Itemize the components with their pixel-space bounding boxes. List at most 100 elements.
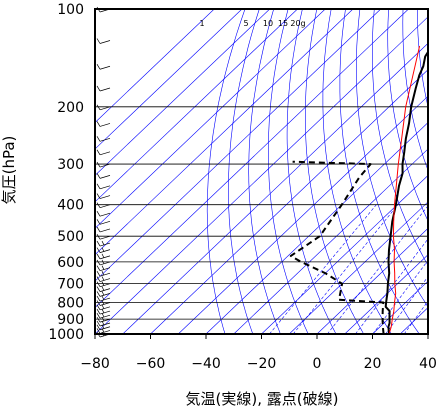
mixing-ratio-line xyxy=(327,205,428,334)
isotherm-line xyxy=(95,9,215,123)
dry-adiabat-line xyxy=(248,9,281,334)
y-tick-label: 100 xyxy=(57,2,84,18)
x-tick-label: 0 xyxy=(313,356,322,372)
isotherm-line xyxy=(95,9,298,203)
wind-barb xyxy=(96,104,111,111)
x-axis-title: 気温(実線), 露点(破線) xyxy=(186,390,339,408)
isotherm-line xyxy=(150,69,428,334)
wind-barb xyxy=(96,233,111,240)
dewpoint-line xyxy=(289,160,385,334)
mixing-ratio-label: 20g xyxy=(290,19,305,28)
wind-barb xyxy=(96,193,111,199)
wind-barb xyxy=(96,149,111,156)
isotherm-line xyxy=(289,201,428,334)
wind-barb xyxy=(96,304,111,311)
wind-barb xyxy=(96,226,111,233)
isotherm-line xyxy=(261,175,428,334)
dry-adiabat-line xyxy=(339,9,420,334)
mixing-ratio-label: 15 xyxy=(278,19,288,28)
isotherm-line xyxy=(344,254,428,334)
wind-barb xyxy=(96,173,111,179)
isotherm-line xyxy=(316,227,428,334)
y-tick-label: 800 xyxy=(57,296,84,312)
x-tick-label: 40 xyxy=(419,356,436,372)
mixing-ratio-label: 10 xyxy=(263,19,273,28)
mixing-ratio-label: 1 xyxy=(199,19,204,28)
wind-barb xyxy=(96,271,111,277)
isotherm-line xyxy=(178,95,428,334)
dry-adiabat-line xyxy=(206,9,246,334)
y-tick-label: 1000 xyxy=(48,327,84,343)
wind-barb xyxy=(96,64,111,70)
wind-barb xyxy=(96,286,111,292)
data-series xyxy=(289,45,428,334)
isotherm-line xyxy=(95,16,428,334)
y-tick-label: 900 xyxy=(57,312,84,328)
isotherm-line xyxy=(95,9,270,176)
wind-barb xyxy=(96,161,111,168)
isotherm-line xyxy=(400,307,428,334)
wind-barb xyxy=(96,240,111,247)
wind-barb xyxy=(96,253,111,260)
mixing-ratio-line xyxy=(355,238,428,334)
wind-barb xyxy=(96,136,111,142)
wind-barb xyxy=(96,300,111,306)
isotherm-line xyxy=(233,148,428,334)
isotherm-line xyxy=(427,333,428,334)
y-tick-label: 300 xyxy=(57,157,84,173)
x-tick-label: −40 xyxy=(191,356,221,372)
mixing-ratio-label: 5 xyxy=(243,19,248,28)
wind-barb xyxy=(96,219,111,225)
wind-barb xyxy=(96,259,111,266)
mixing-ratio-labels: 1 5 10 15 20g xyxy=(199,19,305,28)
mixing-ratio-line xyxy=(385,276,428,334)
dry-adiabat-line xyxy=(372,9,428,267)
wind-barb xyxy=(96,211,111,217)
dry-adiabat-line xyxy=(286,9,337,334)
wind-barb xyxy=(96,281,111,287)
dry-adiabat-line xyxy=(432,0,436,341)
x-tick-label: −80 xyxy=(80,356,110,372)
temperature-line xyxy=(384,50,428,334)
isotherm-line xyxy=(95,9,354,256)
wind-barb xyxy=(96,291,111,297)
y-tick-label: 700 xyxy=(57,277,84,293)
wind-barb xyxy=(96,276,111,282)
dry-adiabat-line xyxy=(387,9,428,222)
wind-barb xyxy=(96,85,111,92)
y-tick-label: 200 xyxy=(57,100,84,116)
wind-barbs xyxy=(96,6,111,338)
isotherm-line xyxy=(95,9,409,308)
mixing-ratio-line xyxy=(403,300,428,334)
isotherm-line xyxy=(122,42,428,334)
pressure-gridlines xyxy=(95,8,428,335)
isotherm-line xyxy=(95,9,381,282)
isotherm-line xyxy=(95,9,243,150)
wind-barb xyxy=(96,202,111,209)
dry-adiabat-line xyxy=(322,9,392,334)
dry-adiabat-line xyxy=(228,9,260,334)
y-tick-label: 400 xyxy=(57,198,84,214)
y-tick-label: 500 xyxy=(57,229,84,245)
wind-barb xyxy=(96,312,111,319)
x-tick-label: −20 xyxy=(247,356,277,372)
wind-barb xyxy=(96,295,111,302)
wind-barb xyxy=(96,247,111,253)
parcel-line xyxy=(388,45,421,334)
wind-barb xyxy=(96,38,111,44)
y-tick-label: 600 xyxy=(57,255,84,271)
y-axis-title: 気圧(hPa) xyxy=(0,136,18,205)
dry-adiabat-line xyxy=(268,9,309,334)
wind-barb xyxy=(96,308,111,315)
dry-adiabat-line xyxy=(355,9,428,308)
wind-barb xyxy=(96,183,111,190)
wind-barb xyxy=(96,121,111,127)
x-tick-label: −60 xyxy=(136,356,166,372)
wind-barb xyxy=(96,265,111,271)
mixing-ratio-line xyxy=(292,204,399,334)
mixing-ratio-line xyxy=(269,204,377,334)
isotherm-line xyxy=(205,122,428,334)
background-lines xyxy=(95,0,436,341)
